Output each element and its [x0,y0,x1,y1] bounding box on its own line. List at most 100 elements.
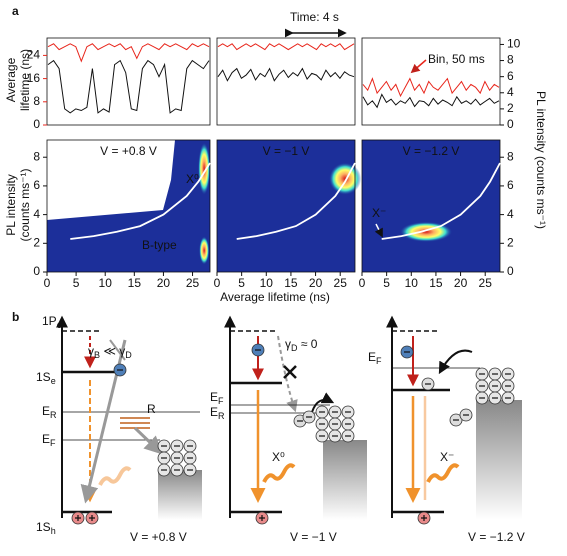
map-density [198,142,211,195]
e-r-part: R [218,411,225,421]
e-f-part: E [42,432,50,446]
x-tick-label: 15 [128,276,142,290]
annotation-arrow [410,59,427,74]
x-tick-label: 25 [479,276,493,290]
rate-part: ≪ γ [100,344,125,358]
s-level: 1Se [36,370,56,386]
exciton: X⁻ [440,450,454,464]
exciton: X⁰ [272,450,285,464]
map-frame [361,139,501,273]
x-tick-label: 25 [186,276,200,290]
e-r-part: E [210,405,218,419]
y-tick-label: 8 [33,149,40,163]
map-density [329,162,362,195]
trace-frame [216,37,356,126]
y2-tick-label: 4 [507,207,514,221]
carrier-sign [259,515,265,521]
y-axis-label: PL intensity [4,174,18,236]
s-level-part: e [51,376,56,386]
rate-part: ≈ 0 [298,337,318,351]
map-empty-region [47,140,175,220]
lifetime-trace [47,43,210,63]
rate: γD ≈ 0 [285,337,318,353]
map-background [362,140,500,272]
x-tick-label: 10 [99,276,113,290]
y2-tick-label: 0 [507,117,514,131]
y2-tick-label: 4 [507,85,514,99]
x-tick-label: 20 [454,276,468,290]
rate-part: B [94,350,100,360]
e-r-part: R [50,410,57,420]
x-tick-label: 15 [284,276,298,290]
y-tick-label: 8 [33,94,40,108]
y2-tick-label: 2 [507,101,514,115]
x-tick-label: 5 [73,276,80,290]
x-tick-label: 10 [405,276,419,290]
r-label: R [147,402,156,416]
p-level: 1Pe [42,314,62,330]
y2-tick-label: 2 [507,235,514,249]
x-tick-label: 0 [214,276,221,290]
e-f: EF [368,350,382,366]
annotation-arrow [374,223,383,238]
panel-label: b [12,310,19,324]
e-f: EF [210,390,224,406]
fit-curve [70,162,211,240]
rate-part: D [291,343,298,353]
y-tick-label: 0 [33,117,40,131]
e-f-part: E [368,350,376,364]
x-tick-label: 0 [44,276,51,290]
map-frame [46,139,211,273]
panel-label: a [12,4,19,18]
e-f-part: F [376,356,382,366]
y-axis-label: lifetime (ns) [18,49,32,111]
y-tick-label: 24 [27,48,41,62]
fit-curve [236,162,356,240]
y-tick-label: 2 [33,235,40,249]
annotation: Bin, 50 ms [428,52,485,66]
e-f-part: E [210,390,218,404]
y2-tick-label: 8 [507,149,514,163]
intensity-trace [217,67,355,82]
x-tick-label: 20 [309,276,323,290]
x-tick-label: 25 [334,276,348,290]
lifetime-trace [362,77,500,98]
y-tick-label: 6 [33,178,40,192]
intensity-trace [47,59,210,114]
rate-part: D [125,350,132,360]
fit-curve [381,162,501,240]
h-level-part: h [51,526,56,536]
map-frame [216,139,356,273]
map-annotation: X⁰ [186,172,199,186]
y2-tick-label: 6 [507,69,514,83]
y-tick-label: 4 [33,207,40,221]
p-level-part: 1P [42,314,57,328]
trace-frame [46,37,211,126]
e-r-part: E [42,404,50,418]
x-axis-label: Average lifetime (ns) [220,290,330,304]
y2-tick-label: 8 [507,53,514,67]
x-tick-label: 20 [157,276,171,290]
y2-tick-label: 0 [507,264,514,278]
map-background [217,140,355,272]
e-r: ER [210,405,225,421]
x-tick-label: 0 [359,276,366,290]
trace-frame [361,37,501,126]
rate-part: γ [88,344,94,358]
x-tick-label: 15 [429,276,443,290]
y-axis-label: Average [4,57,18,102]
y-tick-label: 16 [27,71,41,85]
x-tick-label: 10 [260,276,274,290]
y2-tick-label: 10 [507,37,521,51]
e-r: ER [42,404,57,420]
voltage-label: V = −1.2 V [403,144,460,158]
voltage: V = −1.2 V [468,530,525,544]
y2-tick-label: 6 [507,178,514,192]
intensity-trace [362,93,500,109]
e-f-part: F [218,396,224,406]
map-annotation: B-type [142,238,177,252]
y-axis-label: (counts ms⁻¹) [18,168,32,241]
particles [71,343,515,525]
voltage-label: V = +0.8 V [100,144,157,158]
